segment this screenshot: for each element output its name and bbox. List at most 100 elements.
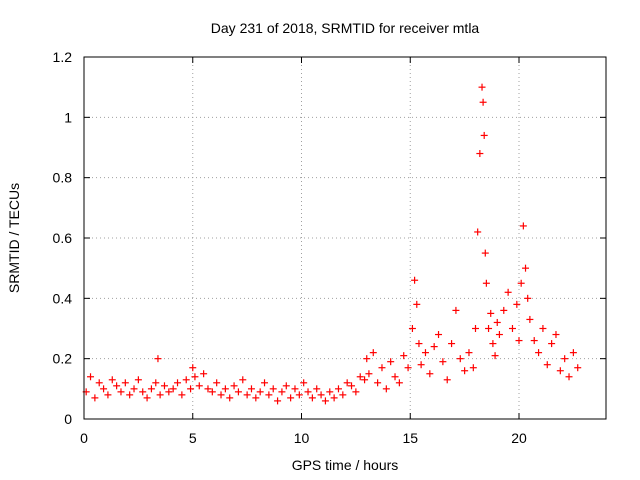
data-point — [485, 325, 493, 332]
data-point — [104, 391, 112, 399]
data-point — [321, 397, 329, 405]
x-axis-label: GPS time / hours — [292, 457, 399, 473]
data-point — [522, 264, 530, 272]
data-point — [278, 388, 286, 396]
data-point — [300, 379, 308, 387]
data-point — [481, 249, 489, 257]
data-point — [491, 352, 499, 360]
data-point — [500, 306, 508, 314]
data-point — [413, 300, 421, 308]
data-point — [482, 279, 490, 287]
data-point — [247, 385, 255, 393]
data-point — [234, 388, 242, 396]
data-point — [456, 355, 464, 363]
data-point — [139, 388, 147, 396]
data-point — [339, 391, 347, 399]
data-point — [574, 364, 582, 372]
data-point — [515, 337, 523, 345]
x-tick-label: 20 — [511, 430, 527, 446]
data-point — [200, 370, 208, 378]
data-point — [282, 382, 290, 390]
data-point — [435, 331, 443, 339]
data-point — [130, 385, 138, 393]
data-point — [256, 388, 264, 396]
data-point — [113, 382, 121, 390]
data-point — [169, 385, 177, 393]
data-point — [217, 391, 225, 399]
data-point — [378, 364, 386, 372]
data-point — [487, 309, 495, 317]
data-point — [569, 349, 577, 357]
data-point — [291, 385, 299, 393]
data-point — [108, 376, 116, 384]
plot-frame — [83, 56, 607, 420]
data-point — [382, 385, 390, 393]
data-point — [156, 391, 164, 399]
data-point — [239, 376, 247, 384]
y-tick-label: 0.6 — [53, 230, 73, 246]
data-point — [95, 379, 103, 387]
y-tick-label: 1.2 — [53, 49, 73, 65]
data-point — [295, 391, 303, 399]
data-point — [326, 388, 334, 396]
data-point — [417, 361, 425, 369]
data-point — [363, 355, 371, 363]
data-point — [480, 131, 488, 139]
y-axis-label: SRMTID / TECUs — [6, 183, 22, 293]
data-point — [519, 222, 527, 230]
data-point — [535, 349, 543, 357]
y-tick-label: 0.2 — [53, 351, 73, 367]
data-point — [274, 397, 282, 405]
data-point — [261, 379, 269, 387]
data-point — [474, 228, 482, 236]
data-point — [387, 358, 395, 366]
data-point — [556, 367, 564, 375]
data-point — [426, 370, 434, 378]
data-point — [91, 394, 99, 402]
data-point — [495, 331, 503, 339]
data-point — [126, 391, 134, 399]
data-point — [448, 340, 456, 348]
data-point — [439, 358, 447, 366]
x-tick-label: 10 — [294, 430, 310, 446]
y-tick-label: 0 — [64, 411, 72, 427]
data-point — [330, 394, 338, 402]
data-point — [221, 385, 229, 393]
y-tick-label: 0.4 — [53, 290, 73, 306]
data-point — [269, 385, 277, 393]
data-point — [408, 325, 416, 332]
axis-ticks: 0 5 10 15 20 0 0.2 0.4 0.6 0.8 1 1.2 — [53, 49, 606, 446]
data-point — [548, 340, 556, 348]
data-point — [313, 385, 321, 393]
data-point — [178, 391, 186, 399]
data-point — [395, 379, 403, 387]
y-tick-label: 1 — [64, 109, 72, 125]
data-point — [252, 394, 260, 402]
x-tick-label: 0 — [80, 430, 88, 446]
data-point — [189, 364, 197, 372]
data-point — [443, 376, 451, 384]
data-point — [134, 376, 142, 384]
data-point — [243, 391, 251, 399]
data-point — [493, 318, 501, 326]
data-point — [391, 373, 399, 381]
data-point — [187, 385, 195, 393]
data-point — [204, 385, 212, 393]
data-point — [565, 373, 573, 381]
data-point — [374, 379, 382, 387]
data-point — [154, 355, 162, 363]
data-point — [469, 364, 477, 372]
data-point — [543, 361, 551, 369]
data-point — [489, 340, 497, 348]
data-point — [352, 388, 360, 396]
data-point — [461, 367, 469, 375]
data-point — [526, 315, 534, 323]
data-point — [452, 306, 460, 314]
data-point — [147, 385, 155, 393]
data-point — [265, 391, 273, 399]
data-point — [174, 379, 182, 387]
data-point — [513, 300, 521, 308]
data-point — [476, 150, 484, 158]
data-point — [524, 294, 532, 302]
data-point — [421, 349, 429, 357]
